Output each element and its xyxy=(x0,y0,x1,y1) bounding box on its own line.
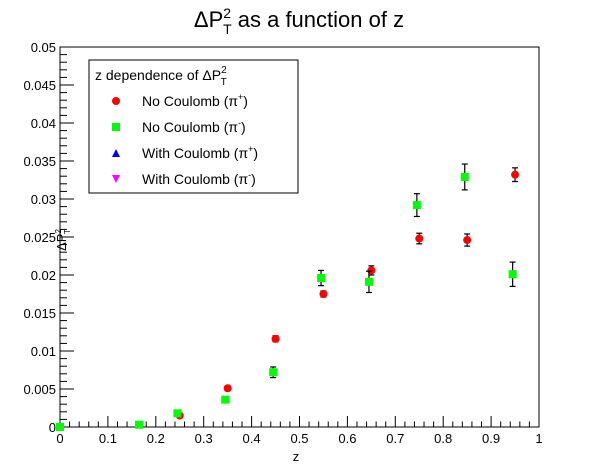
legend-label-sup: + xyxy=(238,92,243,102)
legend-label: No Coulomb (π-) xyxy=(142,118,246,135)
y-axis-title-prefix: ΔP xyxy=(54,234,69,251)
series-square xyxy=(56,163,517,431)
legend-marker-square xyxy=(112,123,120,131)
y-tick-label: 0.025 xyxy=(23,230,56,245)
legend-label-prefix: With Coulomb (π xyxy=(142,171,248,187)
x-tick-label: 0.1 xyxy=(99,431,117,446)
data-point xyxy=(223,384,232,393)
legend-label-sup: + xyxy=(248,144,253,154)
data-point xyxy=(412,201,421,210)
legend-label-sup: - xyxy=(248,170,251,180)
data-point xyxy=(319,290,328,298)
legend-entries: No Coulomb (π+)No Coulomb (π-)With Coulo… xyxy=(112,92,258,187)
chart-title: ΔP2 T as a function of z xyxy=(194,5,404,37)
chart-title-sub: T xyxy=(223,21,232,37)
data-point xyxy=(56,423,64,431)
x-tick-label: 0.4 xyxy=(243,431,261,446)
data-point xyxy=(511,170,520,179)
data-point xyxy=(135,420,144,429)
x-tick-label: 0.9 xyxy=(482,431,500,446)
y-tick-label: 0 xyxy=(49,420,56,435)
data-point xyxy=(364,277,373,286)
y-tick-label: 0.05 xyxy=(31,40,56,55)
y-tick-label: 0.04 xyxy=(31,116,56,131)
chart-title-suffix: as a function of z xyxy=(232,7,404,32)
y-tick-label: 0.015 xyxy=(23,306,56,321)
y-tick-label: 0.02 xyxy=(31,268,56,283)
data-point xyxy=(460,172,469,181)
data-point xyxy=(271,334,280,343)
x-tick-label: 0.7 xyxy=(386,431,404,446)
legend-marker-triangle-up xyxy=(112,149,120,157)
y-tick-label: 0.045 xyxy=(23,78,56,93)
series-layer xyxy=(56,163,520,431)
legend-label-suffix: ) xyxy=(241,119,246,135)
legend-header-sup: 2 xyxy=(221,65,227,76)
data-point xyxy=(173,409,182,418)
data-point xyxy=(269,368,278,377)
y-axis-title-sub: T xyxy=(63,229,72,234)
x-tick-label: 0.3 xyxy=(195,431,213,446)
x-tick-label: 0 xyxy=(56,431,63,446)
y-axis-title-sup: 2 xyxy=(54,229,63,234)
data-point xyxy=(221,395,230,404)
y-tick-label: 0.03 xyxy=(31,192,56,207)
data-point xyxy=(463,236,472,245)
legend-label-sup: - xyxy=(238,118,241,128)
x-tick-label: 0.2 xyxy=(147,431,165,446)
y-tick-label: 0.005 xyxy=(23,382,56,397)
legend-label: With Coulomb (π-) xyxy=(142,170,256,187)
data-point xyxy=(317,274,326,283)
legend-label-suffix: ) xyxy=(243,93,248,109)
x-tick-label: 0.6 xyxy=(338,431,356,446)
legend: z dependence of ΔP2 T No Coulomb (π+)No C… xyxy=(88,59,299,194)
data-point xyxy=(415,234,424,243)
legend-box xyxy=(88,59,299,194)
legend-label: No Coulomb (π+) xyxy=(142,92,248,109)
legend-header-sub: T xyxy=(221,77,227,88)
legend-label: With Coulomb (π+) xyxy=(142,144,258,161)
legend-label-suffix: ) xyxy=(251,171,256,187)
legend-marker-circle xyxy=(112,97,120,105)
legend-label-prefix: With Coulomb (π xyxy=(142,145,248,161)
y-axis-title-group: ΔP2T xyxy=(54,229,72,251)
series-circle xyxy=(56,167,520,431)
chart-title-sup: 2 xyxy=(223,5,231,21)
legend-label-prefix: No Coulomb (π xyxy=(142,119,238,135)
legend-label-suffix: ) xyxy=(253,145,258,161)
data-point xyxy=(508,270,517,279)
x-tick-label: 0.8 xyxy=(434,431,452,446)
y-tick-label: 0.035 xyxy=(23,154,56,169)
x-tick-label: 1 xyxy=(535,431,542,446)
legend-header-prefix: z dependence of ΔP xyxy=(95,67,221,83)
y-axis: 0 0.005 0.01 0.015 0.02 0.025 0.03 0.035 0.04 0.0… xyxy=(23,40,74,435)
x-axis: 0 0.1 0.2 0.3 0.4 0.5 0.6 0.7 0.8 0.9 1 xyxy=(56,416,543,446)
x-tick-label: 0.5 xyxy=(290,431,308,446)
x-axis-title: z xyxy=(293,449,300,464)
y-tick-label: 0.01 xyxy=(31,344,56,359)
legend-marker-triangle-down xyxy=(112,175,120,183)
y-axis-title: ΔP2T xyxy=(54,229,72,251)
legend-label-prefix: No Coulomb (π xyxy=(142,93,238,109)
legend-header: z dependence of ΔP2 T xyxy=(95,65,227,88)
chart-title-prefix: ΔP xyxy=(194,7,223,32)
